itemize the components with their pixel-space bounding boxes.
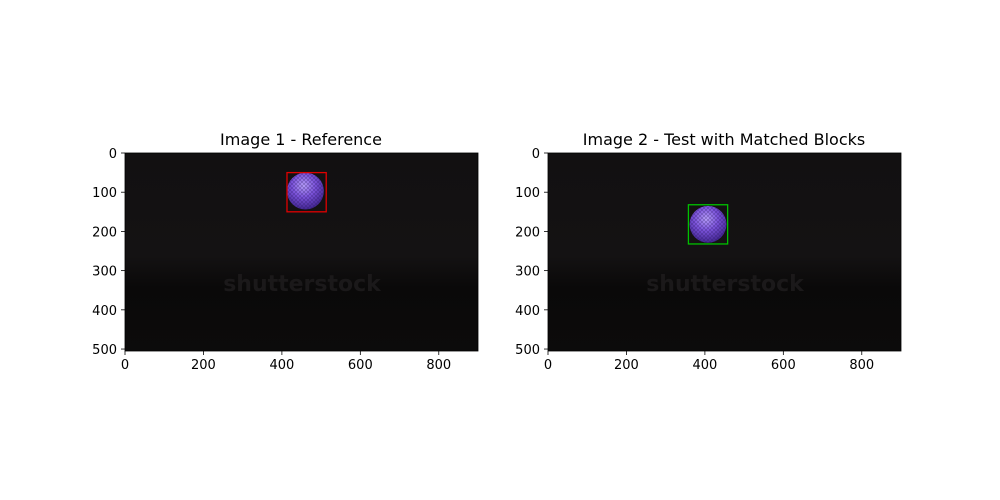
panel-2-x-tick-label: 0: [544, 358, 552, 373]
panel-1-x-tick-label: 0: [121, 358, 129, 373]
panel-2-y-axis: 0 100 200 300 400 500: [515, 147, 548, 358]
panel-2-y-tick-label: 0: [532, 147, 540, 162]
panel-2-frame: [547, 152, 902, 352]
panel-1-frame: [124, 152, 479, 352]
panel-2-box: [687, 204, 729, 245]
panel-2-y-tick-label: 300: [515, 265, 540, 280]
panel-1-x-tick-label: 200: [191, 358, 216, 373]
panel-1-y-tick-label: 500: [92, 343, 117, 358]
panel-2-image: [548, 153, 901, 351]
panel-2-x-tick-label: 800: [849, 358, 874, 373]
panel-1-y-tick-label: 300: [92, 265, 117, 280]
panel-1-title: Image 1 - Reference: [220, 130, 382, 149]
panel-1-y-tick-label: 400: [92, 304, 117, 319]
panel-2-x-tick-label: 600: [771, 358, 796, 373]
panel-1-y-tick-label: 100: [92, 186, 117, 201]
panel-2-watermark: shutterstock: [646, 272, 805, 297]
panel-2-ball-mesh: [689, 205, 727, 243]
panel-2-x-tick-label: 200: [614, 358, 639, 373]
panel-1-ball-mesh: [286, 172, 324, 210]
panel-1-plot: shutterstock: [124, 152, 479, 352]
panel-2-title: Image 2 - Test with Matched Blocks: [583, 130, 865, 149]
panel-2-x-tick-label: 400: [692, 358, 717, 373]
panel-1-x-axis: 0 200 400 600 800: [121, 351, 451, 373]
panel-1-y-tick-label: 200: [92, 225, 117, 240]
panel-1-box: [286, 171, 327, 213]
panel-2-y-tick-label: 200: [515, 225, 540, 240]
panel-1-y-tick-label: 0: [109, 147, 117, 162]
panel-1-watermark: shutterstock: [223, 272, 382, 297]
panel-1-x-tick-label: 400: [269, 358, 294, 373]
panel-2-y-tick-label: 400: [515, 304, 540, 319]
panel-2: Image 2 - Test with Matched Blocks shutt…: [515, 130, 902, 373]
panel-2-plot: shutterstock: [547, 152, 902, 352]
panel-1: Image 1 - Reference shutterstock 0 200 400…: [92, 130, 479, 373]
panel-1-x-tick-label: 600: [348, 358, 373, 373]
panel-1-y-axis: 0 100 200 300 400 500: [92, 147, 125, 358]
panel-2-y-tick-label: 100: [515, 186, 540, 201]
panel-2-y-tick-label: 500: [515, 343, 540, 358]
panel-1-x-tick-label: 800: [426, 358, 451, 373]
panel-2-x-axis: 0 200 400 600 800: [544, 351, 874, 373]
